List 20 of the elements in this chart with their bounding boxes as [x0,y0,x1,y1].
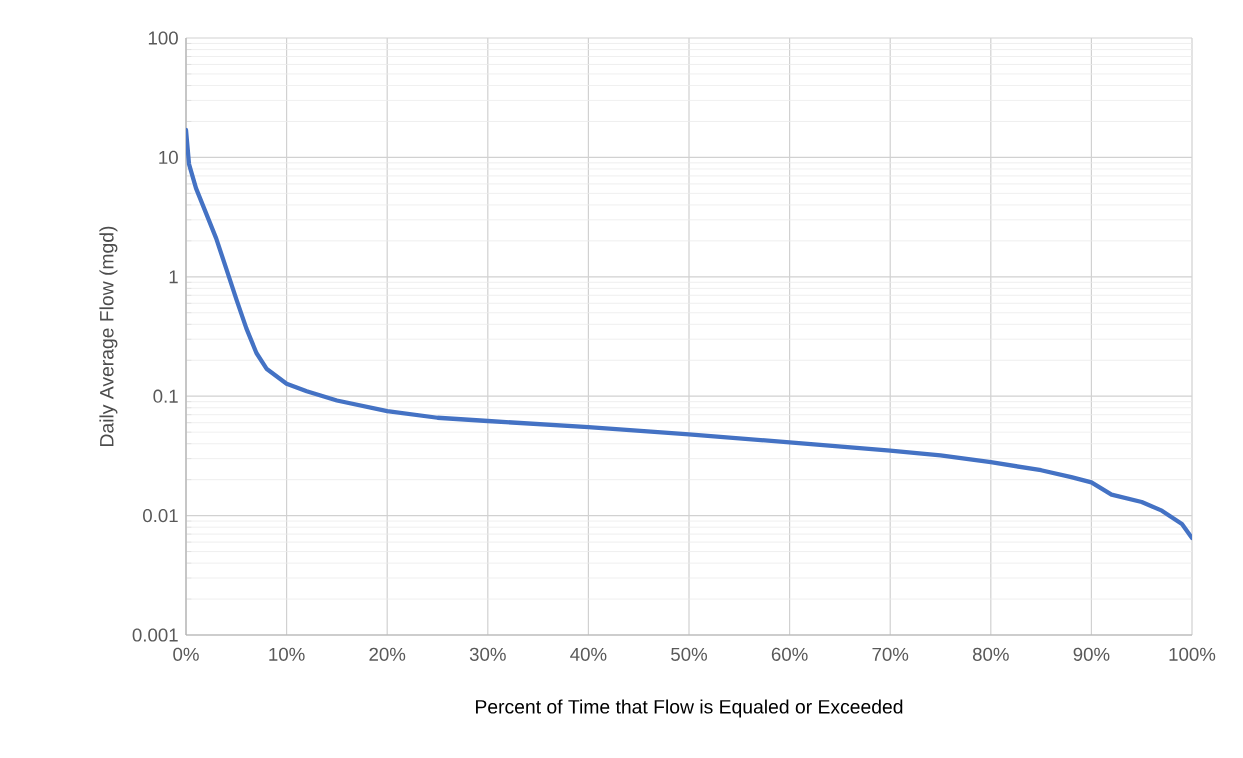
x-tick-label: 20% [369,647,406,661]
y-tick-label: 1 [169,270,178,284]
y-tick-label: 100 [148,31,178,45]
x-tick-label: 10% [269,647,305,661]
y-tick-label: 0.01 [143,508,178,523]
x-tick-label: 40% [570,647,607,661]
y-axis-title: Daily Average Flow (mgd) [99,226,118,446]
x-axis-title: Percent of Time that Flow is Equaled or Exceeded [476,699,903,718]
x-tick-label: 100% [1169,647,1216,661]
x-tick-label: 90% [1073,647,1110,661]
x-tick-label: 70% [872,647,909,661]
x-tick-label: 50% [671,647,708,661]
y-tick-label: 0.001 [132,628,178,642]
line-series [186,127,1193,541]
x-tick-label: 0% [173,647,199,661]
y-tick-label: 10 [159,150,178,165]
x-tick-label: 80% [972,647,1009,661]
y-tick-label: 0.1 [153,389,178,403]
x-tick-label: 60% [771,647,808,661]
x-tick-label: 30% [469,647,506,661]
